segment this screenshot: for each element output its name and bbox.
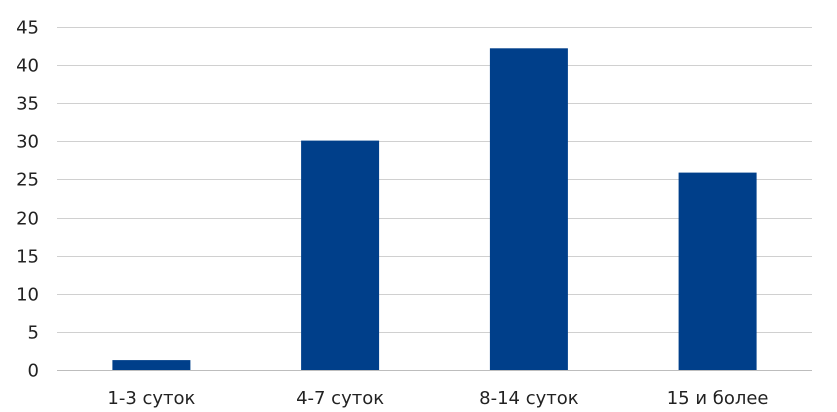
y-tick-label-10: 10 [16,285,39,306]
x-category-label-3: 8-14 суток [479,388,579,409]
bars-layer [112,48,757,371]
bar-4 [678,172,757,370]
y-tick-label-20: 20 [16,209,39,230]
x-category-label-1: 1-3 суток [107,388,195,409]
grid-layer [57,27,812,371]
y-tick-label-25: 25 [16,170,39,191]
y-tick-label-15: 15 [16,247,39,268]
x-category-label-2: 4-7 суток [296,388,384,409]
y-tick-label-40: 40 [16,56,39,77]
x-axis-labels: 1-3 суток 4-7 суток 8-14 суток 15 и более [107,388,768,409]
x-category-label-4: 15 и более [667,388,769,409]
bar-3 [489,48,568,371]
bar-2 [301,140,380,370]
y-tick-label-0: 0 [28,361,39,382]
y-tick-label-30: 30 [16,132,39,153]
y-tick-label-35: 35 [16,94,39,115]
bar-1 [112,360,191,370]
y-tick-label-5: 5 [28,323,39,344]
y-axis-ticks: 0 5 10 15 20 25 30 35 40 45 [16,18,39,382]
y-tick-label-45: 45 [16,18,39,39]
